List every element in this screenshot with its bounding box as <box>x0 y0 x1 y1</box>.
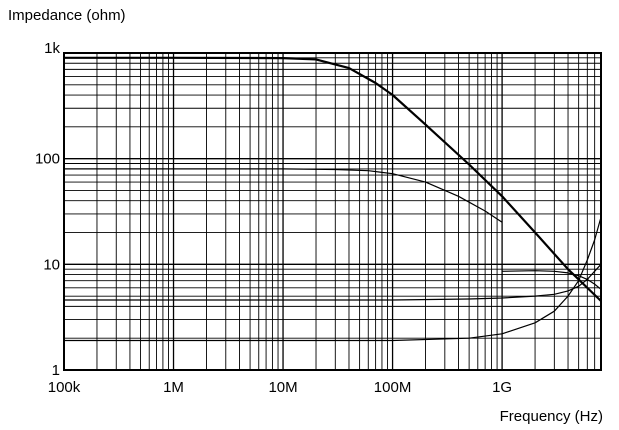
minor-grid <box>64 53 602 370</box>
impedance-curve-4 <box>64 263 602 301</box>
impedance-curve-5 <box>64 216 602 342</box>
y-tick-label: 1k <box>44 40 60 57</box>
y-tick-label: 1 <box>52 362 60 379</box>
major-grid <box>63 52 601 371</box>
y-axis-label: Impedance (ohm) <box>8 7 126 24</box>
impedance-curve-2 <box>64 168 503 223</box>
y-tick-labels: 1 10 100 1k <box>35 40 61 379</box>
x-axis-label: Frequency (Hz) <box>500 408 603 425</box>
impedance-curve-3 <box>502 270 602 290</box>
x-tick-label: 100k <box>48 379 81 396</box>
y-tick-label: 100 <box>35 151 60 168</box>
x-tick-label: 10M <box>268 379 297 396</box>
x-tick-label: 1G <box>492 379 512 396</box>
plot-frame <box>63 52 602 371</box>
x-tick-labels: 100k 1M 10M 100M 1G <box>48 379 512 396</box>
impedance-curve-1 <box>64 56 602 302</box>
x-tick-label: 100M <box>374 379 412 396</box>
y-tick-label: 10 <box>43 256 60 273</box>
curves <box>64 56 602 342</box>
x-tick-label: 1M <box>163 379 184 396</box>
